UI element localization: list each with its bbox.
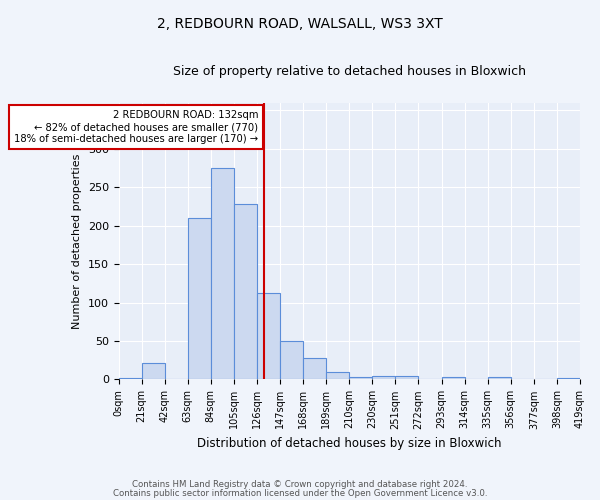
Text: 2, REDBOURN ROAD, WALSALL, WS3 3XT: 2, REDBOURN ROAD, WALSALL, WS3 3XT: [157, 18, 443, 32]
Bar: [373, 376, 395, 380]
Bar: [280, 341, 303, 380]
Bar: [188, 218, 211, 380]
Text: Contains public sector information licensed under the Open Government Licence v3: Contains public sector information licen…: [113, 489, 487, 498]
Text: 2 REDBOURN ROAD: 132sqm
← 82% of detached houses are smaller (770)
18% of semi-d: 2 REDBOURN ROAD: 132sqm ← 82% of detache…: [14, 110, 258, 144]
Bar: [119, 378, 142, 380]
X-axis label: Distribution of detached houses by size in Bloxwich: Distribution of detached houses by size …: [197, 437, 502, 450]
Title: Size of property relative to detached houses in Bloxwich: Size of property relative to detached ho…: [173, 65, 526, 78]
Bar: [349, 377, 373, 380]
Bar: [257, 292, 280, 380]
Bar: [234, 204, 257, 380]
Bar: [442, 377, 464, 380]
Bar: [488, 377, 511, 380]
Text: Contains HM Land Registry data © Crown copyright and database right 2024.: Contains HM Land Registry data © Crown c…: [132, 480, 468, 489]
Bar: [303, 358, 326, 380]
Bar: [395, 376, 418, 380]
Bar: [142, 362, 164, 380]
Bar: [557, 378, 580, 380]
Bar: [326, 372, 349, 380]
Bar: [211, 168, 234, 380]
Y-axis label: Number of detached properties: Number of detached properties: [72, 154, 82, 329]
